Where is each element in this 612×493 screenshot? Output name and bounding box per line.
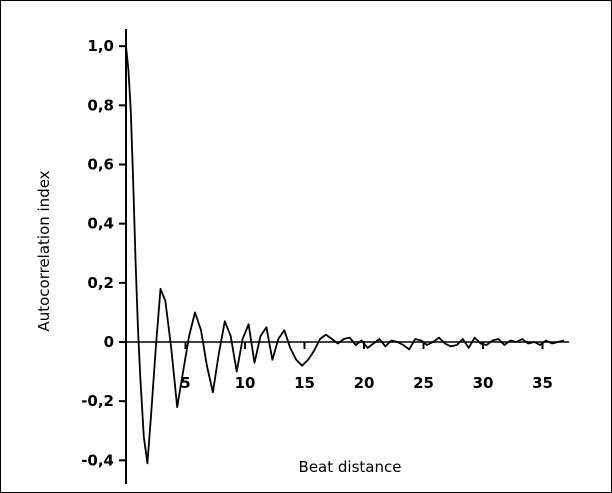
x-tick-label: 5 <box>180 374 190 392</box>
labels: Beat distance Autocorrelation index <box>35 170 401 476</box>
x-tick-label: 15 <box>294 374 315 392</box>
x-tick-label: 35 <box>532 374 553 392</box>
y-tick-label: 1,0 <box>87 37 114 55</box>
axes: 1,0 0,8 0,6 0,4 0,2 0 -0,2 -0,4 5 10 15 20 25 30 35 <box>81 29 569 484</box>
y-tick-label: 0,4 <box>87 215 114 233</box>
y-tick-label: -0,4 <box>81 451 114 469</box>
x-axis-title: Beat distance <box>299 458 402 476</box>
x-tick-label: 20 <box>354 374 375 392</box>
x-tick-label: 10 <box>235 374 256 392</box>
y-tick-label: 0,2 <box>87 274 114 292</box>
y-tick-label: -0,2 <box>81 392 114 410</box>
x-tick-label: 25 <box>413 374 434 392</box>
y-axis-title: Autocorrelation index <box>35 170 53 331</box>
y-tick-label: 0,6 <box>87 156 114 174</box>
y-tick-label: 0 <box>104 333 114 351</box>
series-layer <box>125 46 565 465</box>
x-tick-label: 30 <box>473 374 494 392</box>
series-line <box>125 46 565 465</box>
y-tick-label: 0,8 <box>87 96 114 114</box>
